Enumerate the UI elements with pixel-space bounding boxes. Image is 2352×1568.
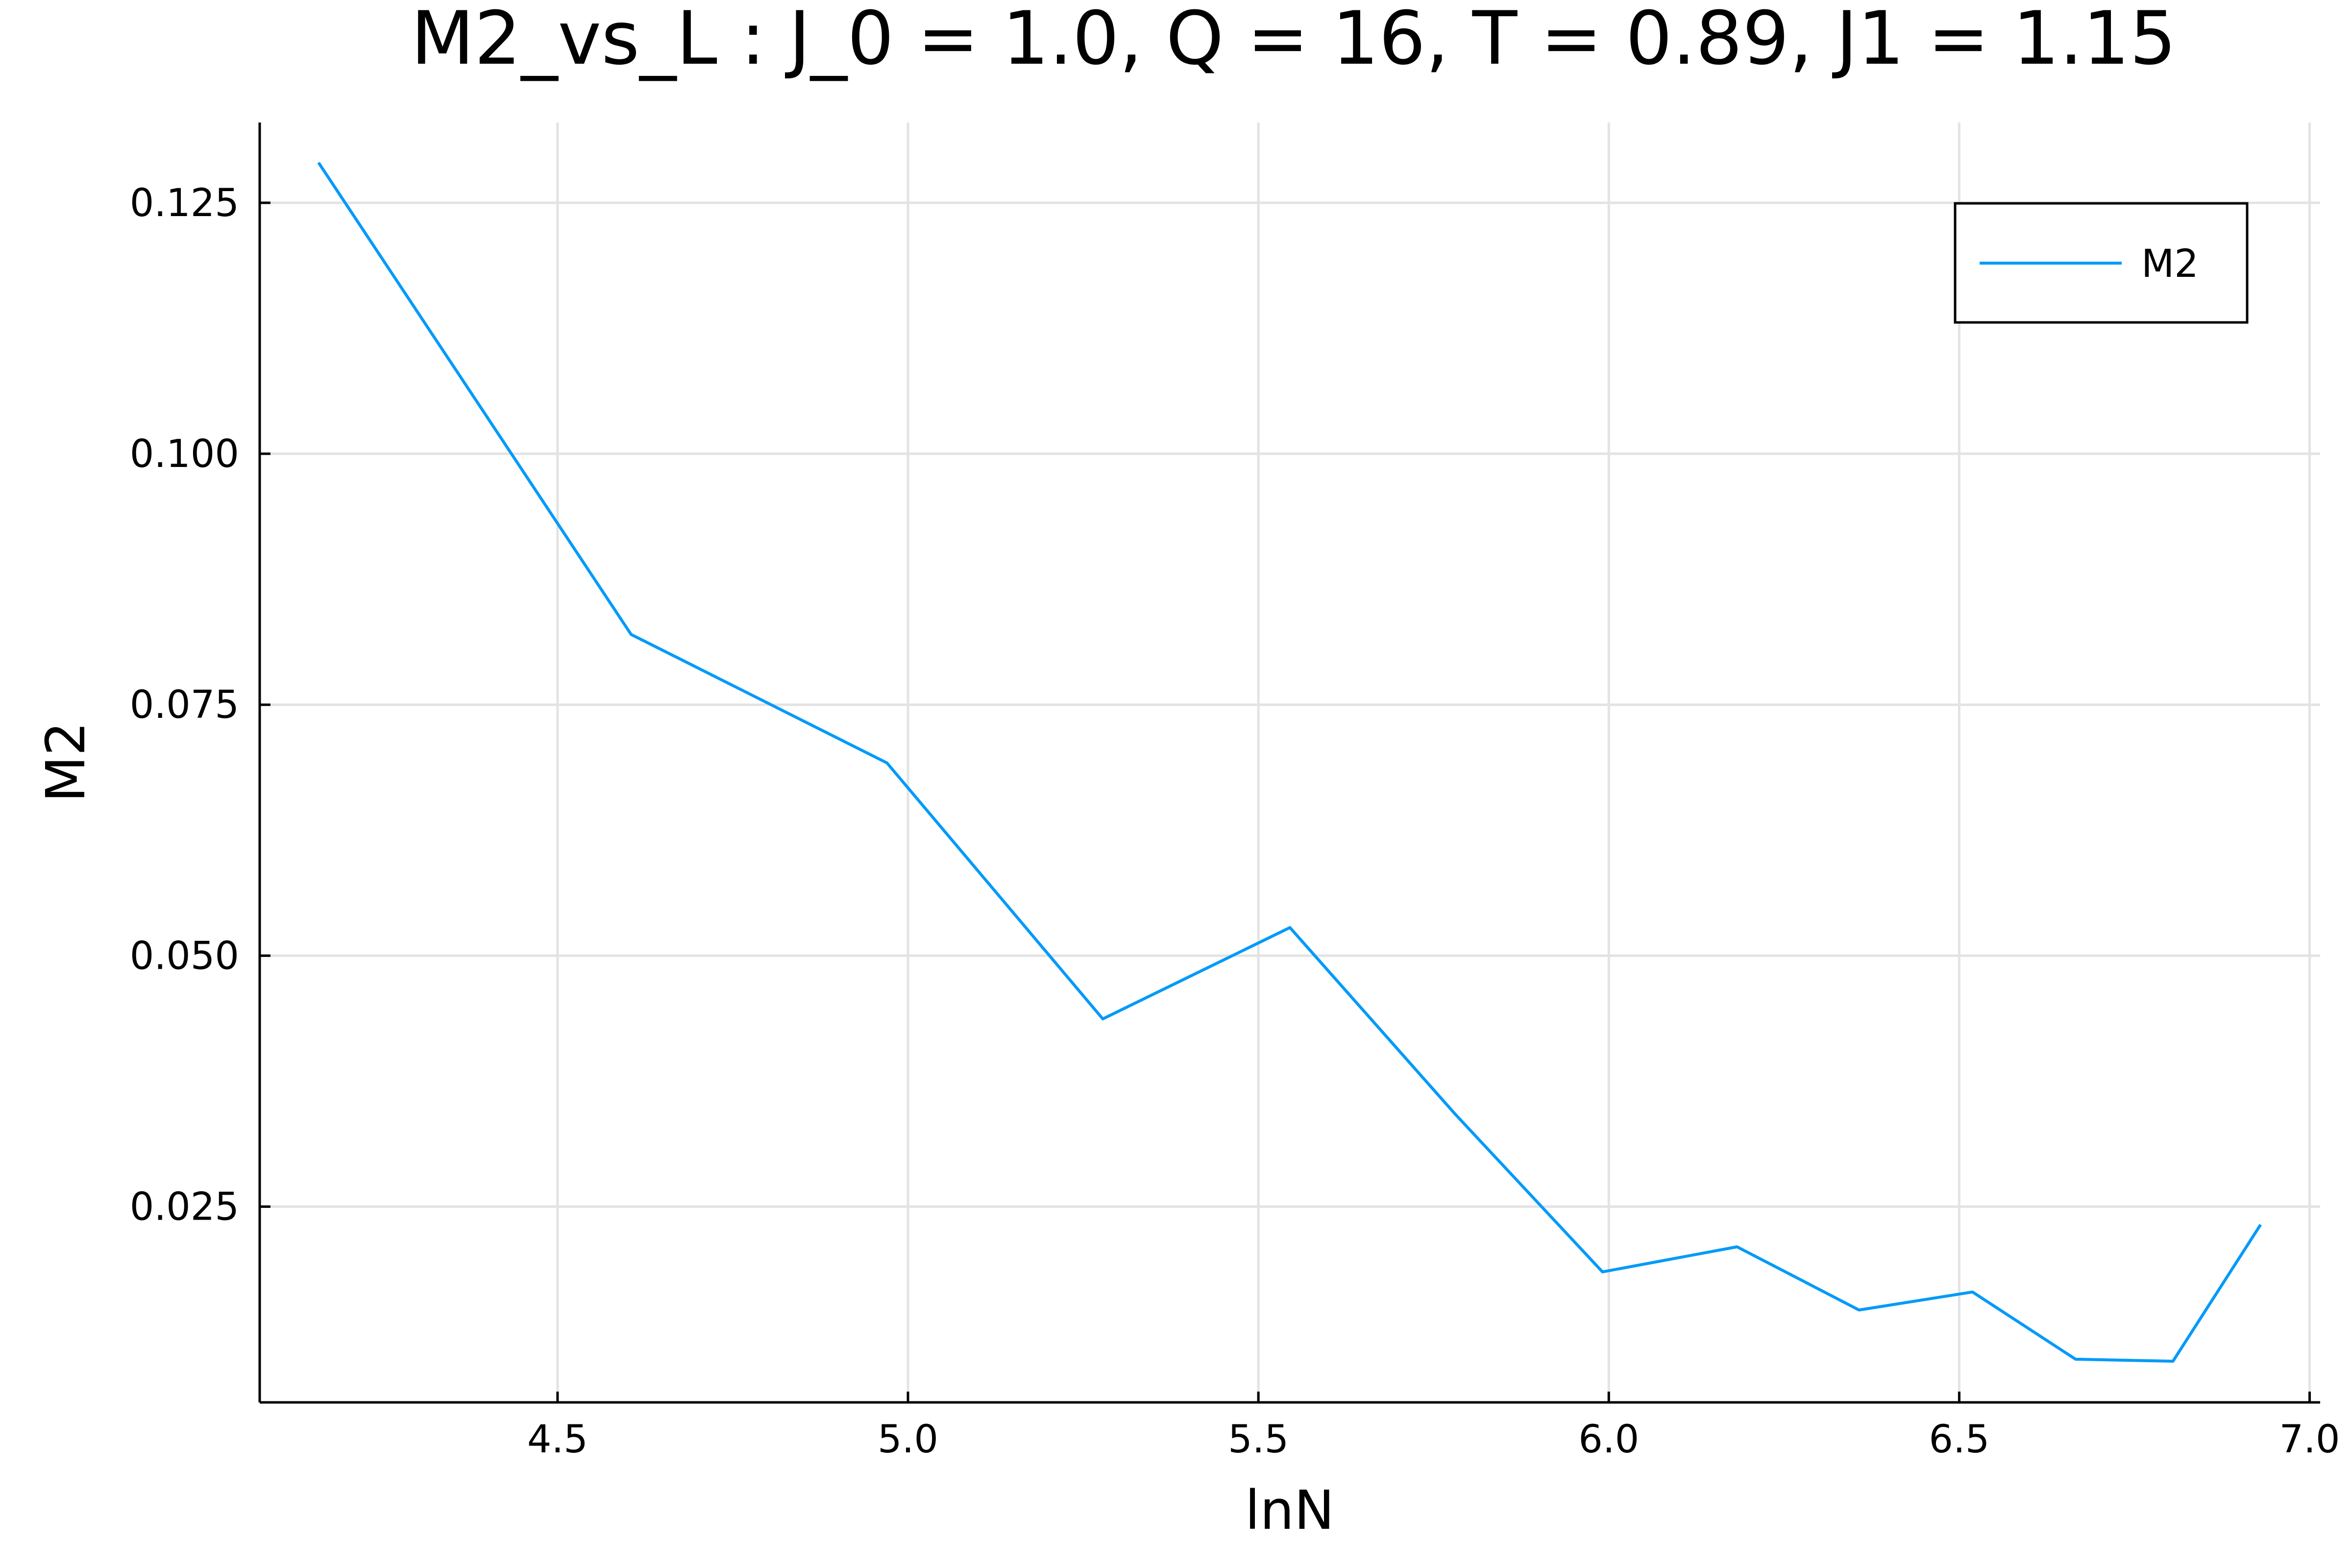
y-axis-ticks: 0.025 0.050 0.075 0.100 0.125 [130, 181, 270, 1229]
x-tick-label-1: 5.0 [878, 1418, 938, 1462]
legend-label-m2: M2 [2141, 242, 2199, 286]
x-tick-label-2: 5.5 [1228, 1418, 1289, 1462]
y-tick-label-0: 0.025 [130, 1185, 239, 1229]
axes-frame [258, 122, 2320, 1404]
x-tick-label-4: 6.5 [1929, 1418, 1989, 1462]
y-axis-label: M2 [34, 722, 97, 803]
y-tick-label-2: 0.075 [130, 683, 239, 727]
x-tick-label-5: 7.0 [2279, 1418, 2340, 1462]
y-tick-label-1: 0.050 [130, 934, 239, 978]
x-tick-label-0: 4.5 [527, 1418, 588, 1462]
y-tick-label-4: 0.125 [130, 181, 239, 225]
legend: M2 [1954, 202, 2249, 324]
x-axis-ticks: 4.5 5.0 5.5 6.0 6.5 7.0 [527, 1392, 2340, 1462]
y-tick-label-3: 0.100 [130, 432, 239, 476]
x-axis-label: lnN [1245, 1479, 1335, 1542]
chart-title: M2_vs_L : J_0 = 1.0, Q = 16, T = 0.89, J… [411, 0, 2177, 81]
grid-lines [260, 122, 2320, 1402]
x-tick-label-3: 6.0 [1578, 1418, 1639, 1462]
series-group [317, 162, 2262, 1363]
series-line-m2 [317, 162, 2262, 1363]
